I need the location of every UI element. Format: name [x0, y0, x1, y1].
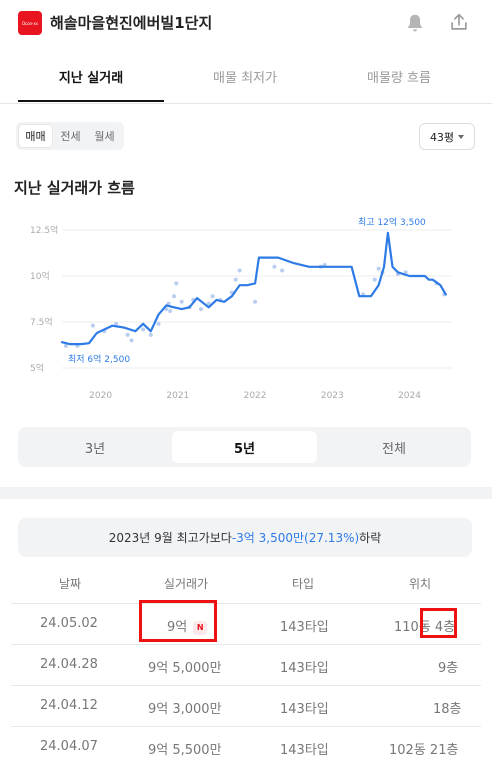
complex-title: 해솔마을현진에버빌1단지 — [50, 14, 213, 32]
chart-annotations: 최고 12억 3,500 최저 6억 2,500 — [68, 216, 426, 365]
row-location-floor: 18층 — [433, 702, 462, 717]
x-tick-label: 2023 — [321, 391, 344, 401]
col-header-price: 실거래가 — [163, 577, 209, 591]
size-dropdown-value: 43평 — [429, 130, 455, 144]
data-point — [179, 299, 184, 304]
x-tick-label: 2024 — [398, 391, 421, 401]
share-icon[interactable] — [448, 11, 470, 33]
row-type: 143타입 — [280, 702, 329, 717]
summary-change: -3억 3,500만(27.13%) — [231, 531, 360, 545]
price-change-summary: 2023년 9월 최고가보다 -3억 3,500만(27.13%) 하락 — [18, 518, 472, 557]
row-location-floor: 4층 — [434, 620, 456, 635]
trend-line-group — [60, 231, 447, 346]
data-point — [376, 266, 381, 271]
y-tick-label: 12.5억 — [30, 224, 58, 236]
y-tick-label: 7.5억 — [30, 316, 53, 328]
data-point — [233, 277, 238, 282]
period-3y[interactable]: 3년 — [84, 441, 106, 457]
data-point — [168, 308, 173, 313]
row-type: 143타입 — [280, 661, 329, 676]
row-date: 24.04.28 — [40, 657, 98, 672]
deal-type-sale[interactable]: 매매 — [19, 125, 52, 147]
data-point — [210, 294, 215, 299]
highlight-box-floor — [420, 608, 457, 638]
min-price-label: 최저 6억 2,500 — [68, 353, 130, 365]
y-tick-label: 10억 — [30, 270, 50, 282]
row-price: 9억 N — [167, 616, 208, 635]
table-row[interactable]: 24.04.28 9억 5,000만 143타입 9층 — [11, 644, 481, 685]
table-row[interactable]: 24.04.12 9억 3,000만 143타입 18층 — [11, 685, 481, 726]
data-point — [206, 301, 211, 306]
data-point — [129, 338, 134, 343]
x-tick-label: 2020 — [89, 391, 112, 401]
tab-lowest-listing[interactable]: 매물 최저가 — [213, 70, 277, 86]
row-type: 143타입 — [280, 620, 329, 635]
period-5y[interactable]: 5년 — [172, 431, 317, 463]
data-point — [90, 323, 95, 328]
data-point — [114, 321, 119, 326]
main-tabs: 지난 실거래 매물 최저가 매물량 흐름 — [0, 48, 492, 104]
x-tick-label: 2021 — [166, 391, 189, 401]
row-location-dong: 102동 — [389, 743, 426, 758]
data-point — [148, 332, 153, 337]
data-point — [156, 321, 161, 326]
data-point — [253, 299, 258, 304]
row-location-floor: 21층 — [429, 743, 459, 758]
chart-grid — [62, 229, 452, 369]
row-location-floor: 9층 — [438, 661, 459, 676]
data-point — [174, 281, 179, 286]
bell-icon[interactable] — [404, 12, 426, 34]
app-header: Dcon-xx 해솔마을현진에버빌1단지 — [0, 0, 492, 48]
data-point — [141, 327, 146, 332]
deal-type-monthly-rent[interactable]: 월세 — [94, 130, 115, 143]
active-tab-indicator — [18, 100, 164, 102]
row-price: 9억 5,000만 — [148, 661, 222, 676]
y-axis: 12.5억 10억 7.5억 5억 — [30, 224, 58, 374]
x-axis: 2020 2021 2022 2023 2024 — [89, 391, 421, 401]
row-price-value: 9억 — [167, 620, 188, 635]
data-point — [63, 343, 68, 348]
data-point — [280, 268, 285, 273]
col-header-type: 타입 — [291, 577, 315, 591]
data-point — [125, 332, 130, 337]
data-point — [372, 277, 377, 282]
summary-suffix: 하락 — [359, 531, 382, 545]
trend-line — [60, 231, 447, 346]
deal-type-selector: 매매 전세 월세 — [16, 122, 124, 150]
table-row[interactable]: 24.04.07 9억 5,500만 143타입 102동 21층 — [11, 726, 481, 767]
section-divider — [0, 487, 492, 499]
row-date: 24.04.12 — [40, 698, 98, 713]
table-row[interactable]: 24.05.02 9억 N 143타입 110동 4층 — [11, 603, 481, 644]
period-all[interactable]: 전체 — [382, 441, 406, 457]
x-tick-label: 2022 — [244, 391, 267, 401]
deal-type-jeonse[interactable]: 전세 — [60, 130, 81, 143]
row-date: 24.04.07 — [40, 739, 98, 754]
row-type: 143타입 — [280, 743, 329, 758]
tab-past-transactions[interactable]: 지난 실거래 — [58, 70, 124, 86]
app-logo: Dcon-xx — [18, 11, 42, 35]
row-date: 24.05.02 — [40, 616, 98, 631]
chevron-down-icon — [458, 134, 465, 139]
summary-prefix: 2023년 9월 최고가보다 — [108, 531, 232, 545]
data-point — [272, 264, 277, 269]
data-point — [199, 307, 204, 312]
period-selector: 3년 5년 전체 — [18, 427, 471, 467]
new-badge: N — [193, 621, 208, 635]
data-point — [237, 268, 242, 273]
highlight-box-price — [139, 600, 217, 642]
section-title: 지난 실거래가 흐름 — [14, 179, 135, 197]
col-header-location: 위치 — [408, 577, 432, 591]
row-price: 9억 5,500만 — [148, 743, 222, 758]
row-location: 102동 21층 — [389, 739, 458, 758]
max-price-label: 최고 12억 3,500 — [358, 216, 426, 228]
y-tick-label: 5억 — [30, 362, 44, 374]
size-dropdown[interactable]: 43평 — [419, 123, 475, 150]
tab-listing-volume[interactable]: 매물량 흐름 — [367, 70, 431, 86]
row-price: 9억 3,000만 — [148, 702, 222, 717]
data-point — [171, 294, 176, 299]
price-trend-chart: 12.5억 10억 7.5억 5억 2020 2021 2022 2023 2024 최고 1… — [30, 216, 452, 401]
col-header-date: 날짜 — [58, 577, 82, 591]
logo-text: Dcon-xx — [22, 20, 38, 26]
